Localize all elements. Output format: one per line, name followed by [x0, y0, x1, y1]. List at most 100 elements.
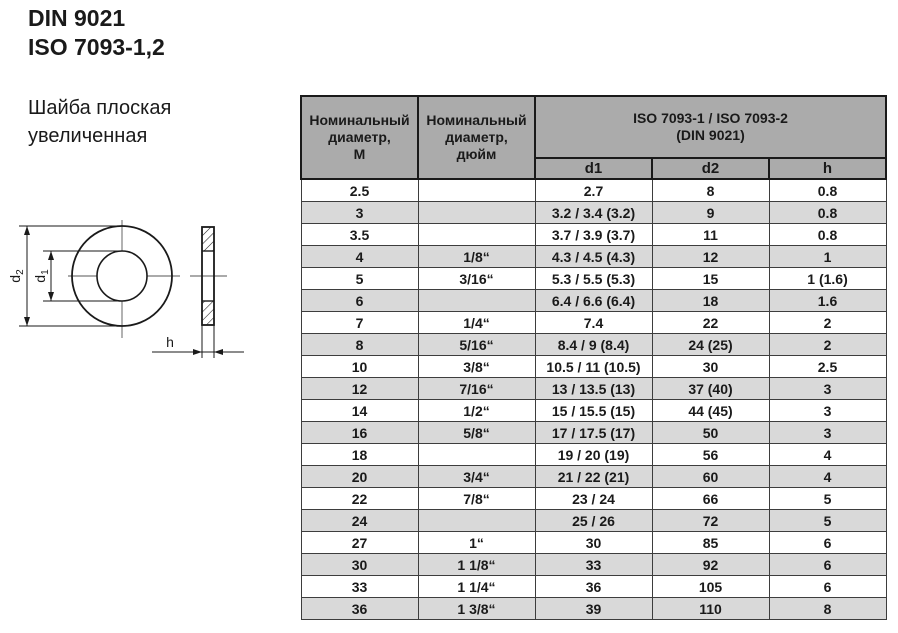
table-cell: 30 [651, 355, 770, 378]
table-cell: 14 [300, 399, 419, 422]
table-cell: 6 [300, 289, 419, 312]
table-cell: 23 / 24 [534, 487, 653, 510]
table-cell: 15 [651, 267, 770, 290]
table-cell: 30 [534, 531, 653, 554]
table-row: 18 19 / 20 (19) 56 4 [300, 443, 887, 466]
table-cell: 60 [651, 465, 770, 488]
dimension-d2 [19, 225, 125, 327]
table-cell: 12 [300, 377, 419, 400]
table-cell: 24 (25) [651, 333, 770, 356]
table-cell: 4 [300, 245, 419, 268]
table-row: 20 3/4“ 21 / 22 (21) 60 4 [300, 465, 887, 488]
table-row: 24 25 / 26 72 5 [300, 509, 887, 532]
header-d1: d1 [534, 157, 653, 180]
washer-spec-table: Номинальный диаметр, М Номинальный диаме… [300, 95, 888, 620]
table-cell: 7 [300, 311, 419, 334]
table-cell [417, 443, 536, 466]
table-cell: 92 [651, 553, 770, 576]
table-cell: 1 1/4“ [417, 575, 536, 598]
table-row: 3.5 3.7 / 3.9 (3.7) 11 0.8 [300, 223, 887, 246]
table-cell: 6 [768, 553, 887, 576]
table-cell: 22 [651, 311, 770, 334]
table-cell [417, 509, 536, 532]
table-cell: 11 [651, 223, 770, 246]
dimension-d1 [43, 250, 122, 302]
table-cell [417, 178, 536, 202]
table-cell: 3 [768, 377, 887, 400]
table-cell: 21 / 22 (21) [534, 465, 653, 488]
table-cell: 44 (45) [651, 399, 770, 422]
table-cell: 18 [651, 289, 770, 312]
table-cell: 33 [300, 575, 419, 598]
table-cell [417, 223, 536, 246]
table-cell: 50 [651, 421, 770, 444]
table-cell: 5 [300, 267, 419, 290]
header-d2: d2 [651, 157, 770, 180]
table-cell: 5 [768, 487, 887, 510]
table-cell: 1 [768, 245, 887, 268]
table-row: 10 3/8“ 10.5 / 11 (10.5) 30 2.5 [300, 355, 887, 378]
table-cell: 0.8 [768, 201, 887, 224]
table-cell: 1 3/8“ [417, 597, 536, 620]
header-nominal-diameter-m: Номинальный диаметр, М [300, 95, 419, 180]
table-cell: 110 [651, 597, 770, 620]
table-row: 30 1 1/8“ 33 92 6 [300, 553, 887, 576]
h-arrow-right [214, 349, 223, 355]
section-hatch-bottom [202, 301, 214, 325]
table-cell: 72 [651, 509, 770, 532]
table-cell: 18 [300, 443, 419, 466]
table-cell: 15 / 15.5 (15) [534, 399, 653, 422]
table-cell: 3.5 [300, 223, 419, 246]
table-cell: 1/4“ [417, 311, 536, 334]
table-cell: 4 [768, 443, 887, 466]
table-cell: 1/2“ [417, 399, 536, 422]
table-cell: 85 [651, 531, 770, 554]
table-cell: 27 [300, 531, 419, 554]
table-cell: 37 (40) [651, 377, 770, 400]
table-cell: 6 [768, 531, 887, 554]
table-cell: 2.7 [534, 178, 653, 202]
table-cell: 7.4 [534, 311, 653, 334]
table-cell: 24 [300, 509, 419, 532]
table-cell: 5 [768, 509, 887, 532]
table-cell: 3.7 / 3.9 (3.7) [534, 223, 653, 246]
header-iso-din-group: ISO 7093-1 / ISO 7093-2 (DIN 9021) [533, 95, 888, 159]
table-row: 8 5/16“ 8.4 / 9 (8.4) 24 (25) 2 [300, 333, 887, 356]
table-cell: 5/16“ [417, 333, 536, 356]
table-cell: 8.4 / 9 (8.4) [534, 333, 653, 356]
table-row: 33 1 1/4“ 36 105 6 [300, 575, 887, 598]
washer-technical-drawing: d2 d1 h [7, 220, 244, 358]
table-cell: 2 [768, 333, 887, 356]
table-cell: 20 [300, 465, 419, 488]
table-cell: 3.2 / 3.4 (3.2) [534, 201, 653, 224]
table-cell: 1 1/8“ [417, 553, 536, 576]
table-cell: 17 / 17.5 (17) [534, 421, 653, 444]
d1-arrow-down [48, 292, 54, 301]
header-h: h [767, 157, 888, 180]
table-row: 27 1“ 30 85 6 [300, 531, 887, 554]
d2-arrow-down [24, 317, 30, 326]
table-cell: 33 [534, 553, 653, 576]
table-cell: 0.8 [768, 223, 887, 246]
standard-titles: DIN 9021 ISO 7093-1,2 [28, 4, 165, 62]
table-cell: 39 [534, 597, 653, 620]
table-row: 6 6.4 / 6.6 (6.4) 18 1.6 [300, 289, 887, 312]
table-row: 16 5/8“ 17 / 17.5 (17) 50 3 [300, 421, 887, 444]
table-cell [417, 201, 536, 224]
table-cell: 56 [651, 443, 770, 466]
table-cell: 8 [768, 597, 887, 620]
din-title: DIN 9021 [28, 5, 126, 31]
table-cell: 66 [651, 487, 770, 510]
iso-title: ISO 7093-1,2 [28, 34, 165, 60]
table-cell [417, 289, 536, 312]
table-row: 5 3/16“ 5.3 / 5.5 (5.3) 15 1 (1.6) [300, 267, 887, 290]
table-cell: 5/8“ [417, 421, 536, 444]
product-name-line1: Шайба плоская [28, 97, 172, 119]
table-cell: 13 / 13.5 (13) [534, 377, 653, 400]
table-cell: 6 [768, 575, 887, 598]
table-cell: 4.3 / 4.5 (4.3) [534, 245, 653, 268]
table-cell: 1“ [417, 531, 536, 554]
section-hatch-top [202, 227, 214, 251]
table-cell: 5.3 / 5.5 (5.3) [534, 267, 653, 290]
table-cell: 8 [651, 178, 770, 202]
